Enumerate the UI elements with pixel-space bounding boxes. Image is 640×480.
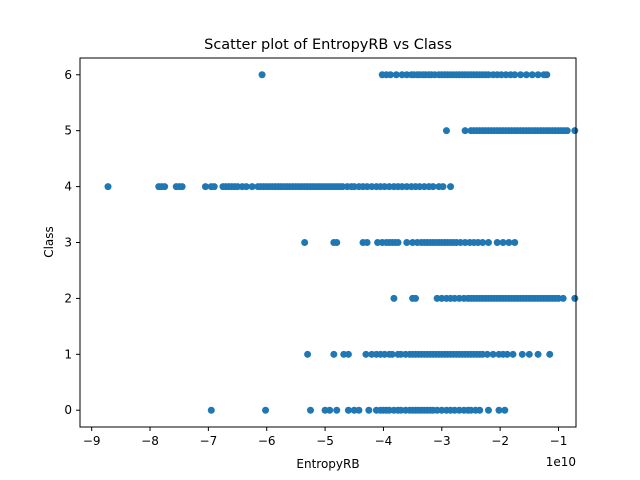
y-tick-label: 0: [64, 403, 72, 417]
scatter-point: [476, 406, 484, 414]
scatter-point: [489, 350, 497, 358]
scatter-point: [207, 406, 215, 414]
y-tick-label: 5: [64, 124, 72, 138]
x-tick-label: −3: [433, 434, 451, 448]
x-tick-label: −7: [200, 434, 218, 448]
scatter-point: [518, 350, 526, 358]
scatter-point: [306, 406, 314, 414]
y-tick-label: 2: [64, 291, 72, 305]
scatter-point: [571, 127, 579, 135]
scatter-point: [355, 406, 363, 414]
data-points: [104, 71, 579, 414]
scatter-point: [104, 183, 112, 191]
scatter-point: [546, 350, 554, 358]
y-tick-label: 3: [64, 236, 72, 250]
scatter-point: [429, 183, 437, 191]
scatter-point: [509, 350, 517, 358]
scatter-point: [363, 239, 371, 246]
y-axis-ticks: 0 1 2 3 4 5 6: [64, 68, 80, 417]
scatter-point: [484, 239, 492, 246]
scatter-point: [301, 239, 309, 246]
scatter-point: [534, 71, 542, 79]
x-tick-label: −5: [316, 434, 334, 448]
x-axis-label: EntropyRB: [296, 457, 359, 471]
scatter-point: [403, 239, 411, 246]
scatter-point: [344, 350, 352, 358]
scatter-point: [258, 71, 266, 79]
scatter-point: [543, 71, 551, 79]
scatter-point: [178, 183, 186, 191]
y-axis-label: Class: [42, 226, 56, 258]
scatter-point: [493, 239, 501, 246]
scatter-point: [344, 406, 352, 414]
scatter-point: [248, 183, 256, 191]
scatter-point: [412, 294, 420, 302]
scatter-point: [210, 183, 218, 191]
y-tick-label: 6: [64, 68, 72, 82]
scatter-point: [333, 406, 341, 414]
scatter-point: [484, 406, 492, 414]
scatter-point: [495, 406, 503, 414]
scatter-point: [201, 183, 209, 191]
scatter-point: [525, 350, 533, 358]
scatter-point: [362, 350, 370, 358]
x-tick-label: −1: [550, 434, 568, 448]
y-tick-label: 1: [64, 347, 72, 361]
scatter-point: [161, 183, 169, 191]
scatter-point: [242, 183, 250, 191]
scatter-point: [394, 239, 402, 246]
chart-title: Scatter plot of EntropyRB vs Class: [204, 37, 452, 53]
scatter-point: [388, 350, 396, 358]
x-axis-offset-label: 1e10: [546, 455, 576, 469]
x-axis-ticks: −9 −8 −7 −6 −5 −4 −3 −2 −1: [83, 427, 568, 448]
scatter-point: [534, 350, 542, 358]
scatter-point: [461, 127, 469, 135]
scatter-point: [499, 239, 507, 246]
scatter-point: [439, 183, 447, 191]
scatter-point: [571, 294, 579, 302]
scatter-point: [528, 71, 536, 79]
scatter-point: [501, 406, 509, 414]
x-tick-label: −4: [375, 434, 393, 448]
scatter-point: [483, 350, 491, 358]
scatter-point: [563, 127, 571, 135]
scatter-point: [511, 239, 519, 246]
scatter-point: [392, 71, 400, 79]
scatter-point: [330, 350, 338, 358]
x-tick-label: −2: [491, 434, 509, 448]
x-tick-label: −6: [258, 434, 276, 448]
scatter-point: [517, 71, 525, 79]
scatter-point: [522, 71, 530, 79]
scatter-point: [447, 183, 455, 191]
scatter-point: [326, 406, 334, 414]
scatter-point: [479, 239, 487, 246]
scatter-point: [386, 71, 394, 79]
scatter-point: [505, 239, 513, 246]
scatter-point: [559, 294, 567, 302]
scatter-point: [442, 127, 450, 135]
scatter-point: [390, 294, 398, 302]
x-tick-label: −8: [141, 434, 159, 448]
scatter-point: [304, 350, 312, 358]
y-tick-label: 4: [64, 180, 72, 194]
scatter-point: [503, 350, 511, 358]
scatter-point: [333, 239, 341, 246]
scatter-point: [511, 71, 519, 79]
scatter-point: [365, 406, 373, 414]
scatter-point: [262, 406, 270, 414]
x-tick-label: −9: [83, 434, 101, 448]
